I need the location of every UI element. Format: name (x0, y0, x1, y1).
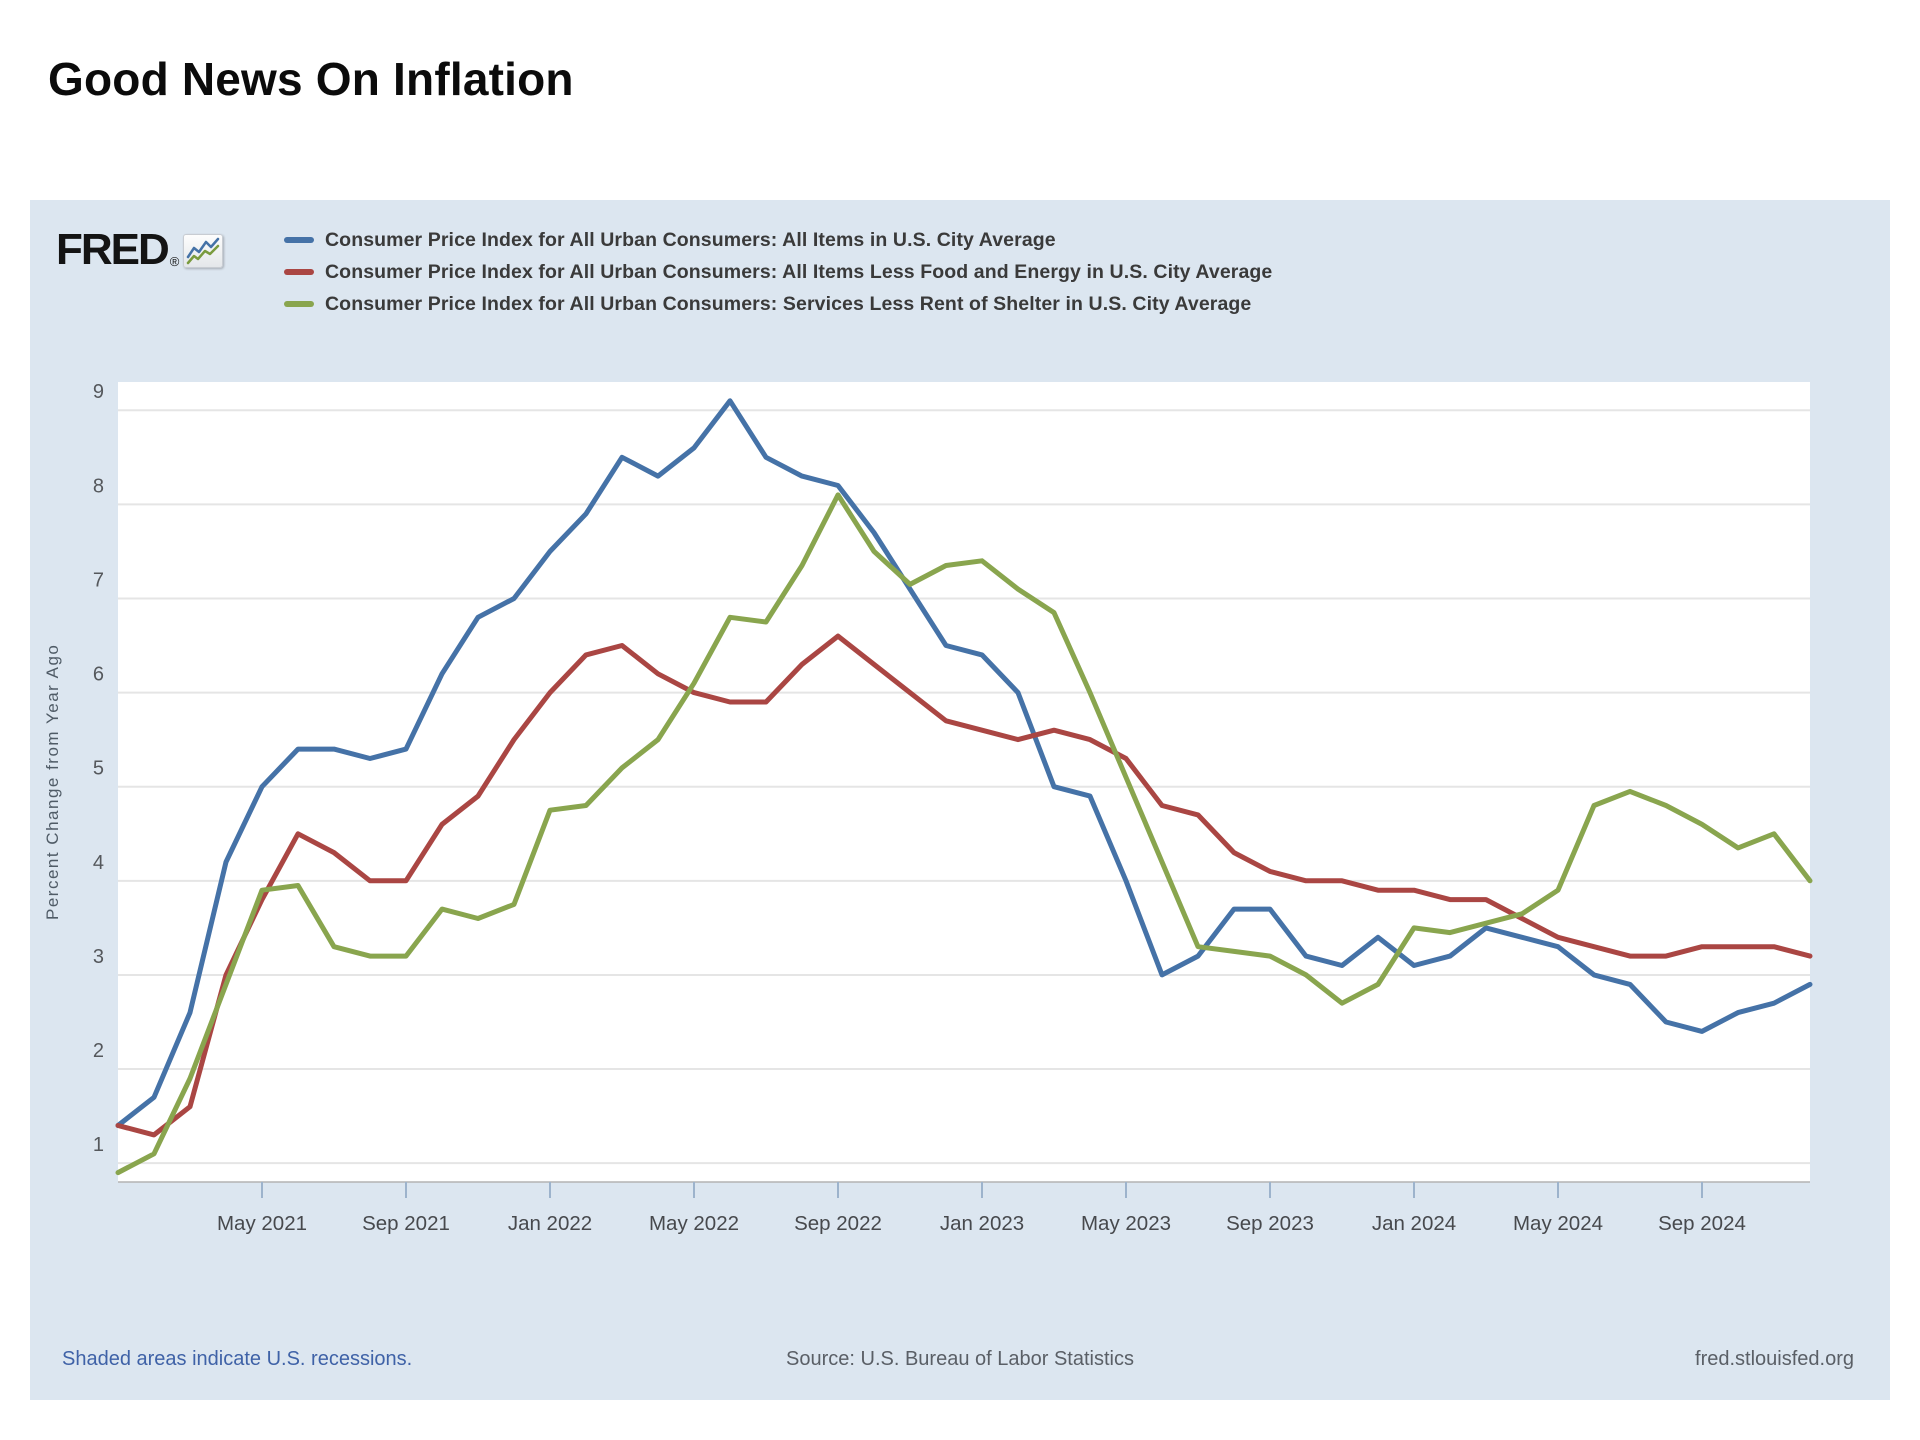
y-tick-label: 3 (93, 946, 104, 968)
fred-sparkline-icon (183, 234, 224, 268)
legend-label: Consumer Price Index for All Urban Consu… (325, 292, 1252, 315)
legend-dash-red (284, 269, 314, 275)
y-tick-label: 2 (93, 1040, 104, 1062)
x-tick-label: Jan 2024 (1372, 1212, 1456, 1235)
legend-dash-blue (284, 237, 314, 243)
y-axis-title: Percent Change from Year Ago (43, 643, 62, 921)
fred-logo: FRED ® (56, 225, 224, 274)
y-tick-label: 8 (93, 475, 104, 497)
x-tick-label: Jan 2022 (508, 1212, 592, 1235)
legend-label: Consumer Price Index for All Urban Consu… (325, 228, 1056, 251)
legend-label: Consumer Price Index for All Urban Consu… (325, 260, 1273, 283)
x-tick-label: Sep 2024 (1658, 1212, 1746, 1235)
legend-item: Consumer Price Index for All Urban Consu… (284, 224, 1272, 256)
y-tick-label: 4 (93, 852, 104, 874)
fred-chart-panel: FRED ® Consumer Price Index for All Urba… (30, 200, 1890, 1400)
legend-item: Consumer Price Index for All Urban Consu… (284, 256, 1272, 288)
series-line-cpi-services-less-shelter (115, 492, 1813, 1176)
fred-url-link[interactable]: fred.stlouisfed.org (1695, 1348, 1854, 1370)
registered-mark: ® (169, 254, 180, 269)
x-tick-label: May 2023 (1081, 1212, 1171, 1235)
x-tick-label: May 2024 (1513, 1212, 1603, 1235)
x-tick-label: Sep 2023 (1226, 1212, 1314, 1235)
source-note: Source: U.S. Bureau of Labor Statistics (786, 1348, 1134, 1370)
series-line-cpi-core (115, 633, 1813, 1138)
page-title: Good News On Inflation (48, 53, 574, 105)
legend-item: Consumer Price Index for All Urban Consu… (284, 288, 1272, 320)
y-tick-label: 7 (93, 569, 104, 591)
x-tick-label: May 2021 (217, 1212, 307, 1235)
fred-logo-text: FRED (56, 225, 170, 274)
x-tick-label: May 2022 (649, 1212, 739, 1235)
panel-footer: Shaded areas indicate U.S. recessions. S… (30, 1348, 1890, 1374)
series-line-cpi-all-items (115, 398, 1813, 1128)
legend-dash-green (284, 301, 314, 307)
y-tick-label: 5 (93, 758, 104, 780)
plot-svg: 1 2 3 4 5 6 7 8 9 May 2021 Sep 2021 Jan 2022 May 202… (93, 381, 1813, 1235)
x-tick-label: Jan 2023 (940, 1212, 1024, 1235)
legend: Consumer Price Index for All Urban Consu… (284, 224, 1272, 320)
x-tick-label: Sep 2022 (794, 1212, 882, 1235)
x-tick-label: Sep 2021 (362, 1212, 450, 1235)
y-tick-label: 1 (93, 1134, 104, 1156)
y-tick-label: 9 (93, 381, 104, 403)
plot-area (118, 382, 1810, 1182)
y-tick-label: 6 (93, 664, 104, 686)
recession-note-link[interactable]: Shaded areas indicate U.S. recessions. (62, 1348, 413, 1370)
